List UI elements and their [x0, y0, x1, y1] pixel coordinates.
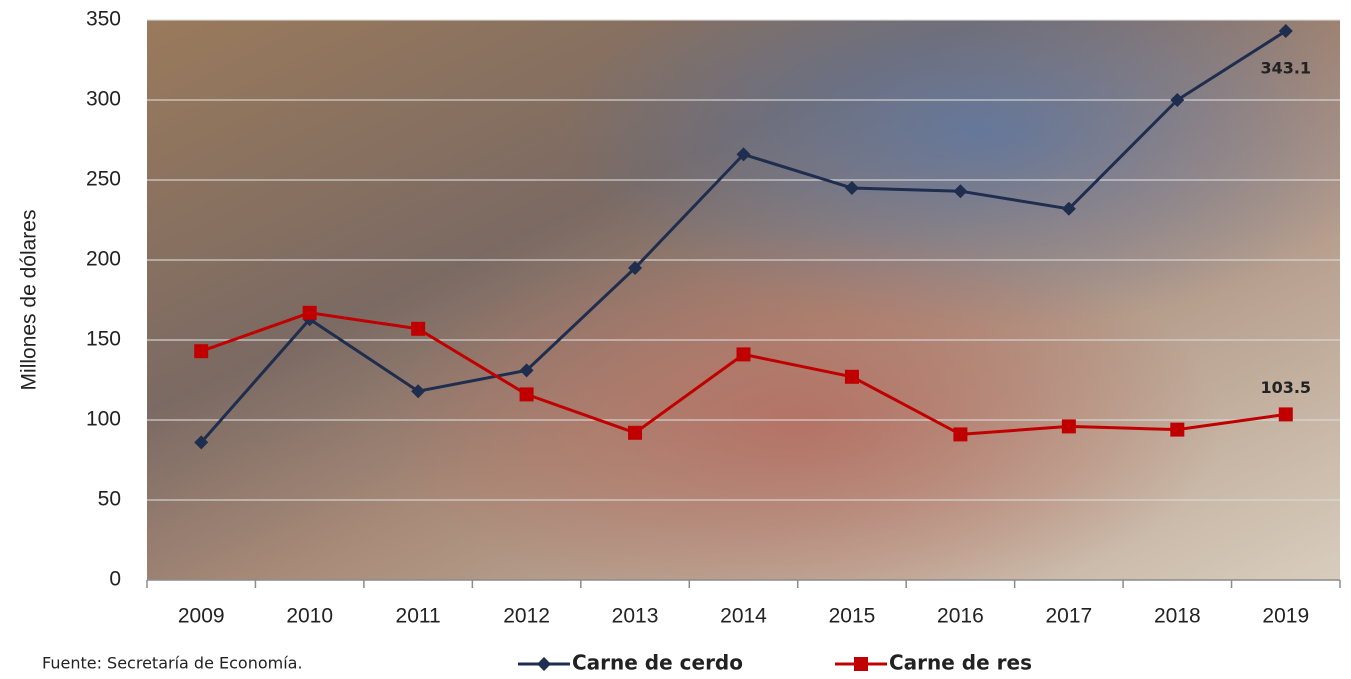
data-point [1170, 423, 1184, 437]
x-tick-label: 2014 [720, 605, 767, 628]
background-photo-tone [147, 20, 1340, 580]
source-note: Fuente: Secretaría de Economía. [42, 654, 303, 673]
legend-label: Carne de res [889, 651, 1032, 675]
data-point [520, 387, 534, 401]
data-point [845, 370, 859, 384]
x-tick-label: 2011 [396, 605, 441, 628]
chart: Millones de dólares Fuente: Secretaría d… [0, 0, 1351, 679]
y-tick-label: 200 [86, 248, 121, 271]
y-tick-label: 250 [86, 168, 121, 191]
data-point [411, 322, 425, 336]
data-point [737, 347, 751, 361]
data-label: 343.1 [1260, 59, 1311, 78]
x-tick-label: 2015 [829, 605, 876, 628]
x-tick-label: 2009 [178, 605, 225, 628]
y-tick-label: 0 [109, 568, 121, 591]
x-tick-label: 2018 [1154, 605, 1201, 628]
legend-label: Carne de cerdo [572, 651, 743, 675]
data-point [1279, 407, 1293, 421]
data-point [628, 426, 642, 440]
y-tick-label: 50 [98, 488, 121, 511]
y-tick-label: 150 [86, 328, 121, 351]
y-tick-label: 350 [86, 8, 121, 31]
legend-marker [537, 657, 551, 671]
data-label: 103.5 [1260, 378, 1311, 397]
y-tick-label: 300 [86, 88, 121, 111]
x-tick-label: 2016 [937, 605, 984, 628]
x-tick-label: 2017 [1046, 605, 1093, 628]
legend-marker [854, 657, 868, 671]
x-tick-label: 2019 [1262, 605, 1309, 628]
x-tick-label: 2010 [286, 605, 333, 628]
data-point [303, 306, 317, 320]
data-point [194, 344, 208, 358]
data-point [1062, 419, 1076, 433]
y-axis-label: Millones de dólares [18, 210, 41, 391]
data-point [953, 427, 967, 441]
y-tick-label: 100 [86, 408, 121, 431]
x-tick-label: 2012 [503, 605, 550, 628]
x-tick-label: 2013 [612, 605, 659, 628]
